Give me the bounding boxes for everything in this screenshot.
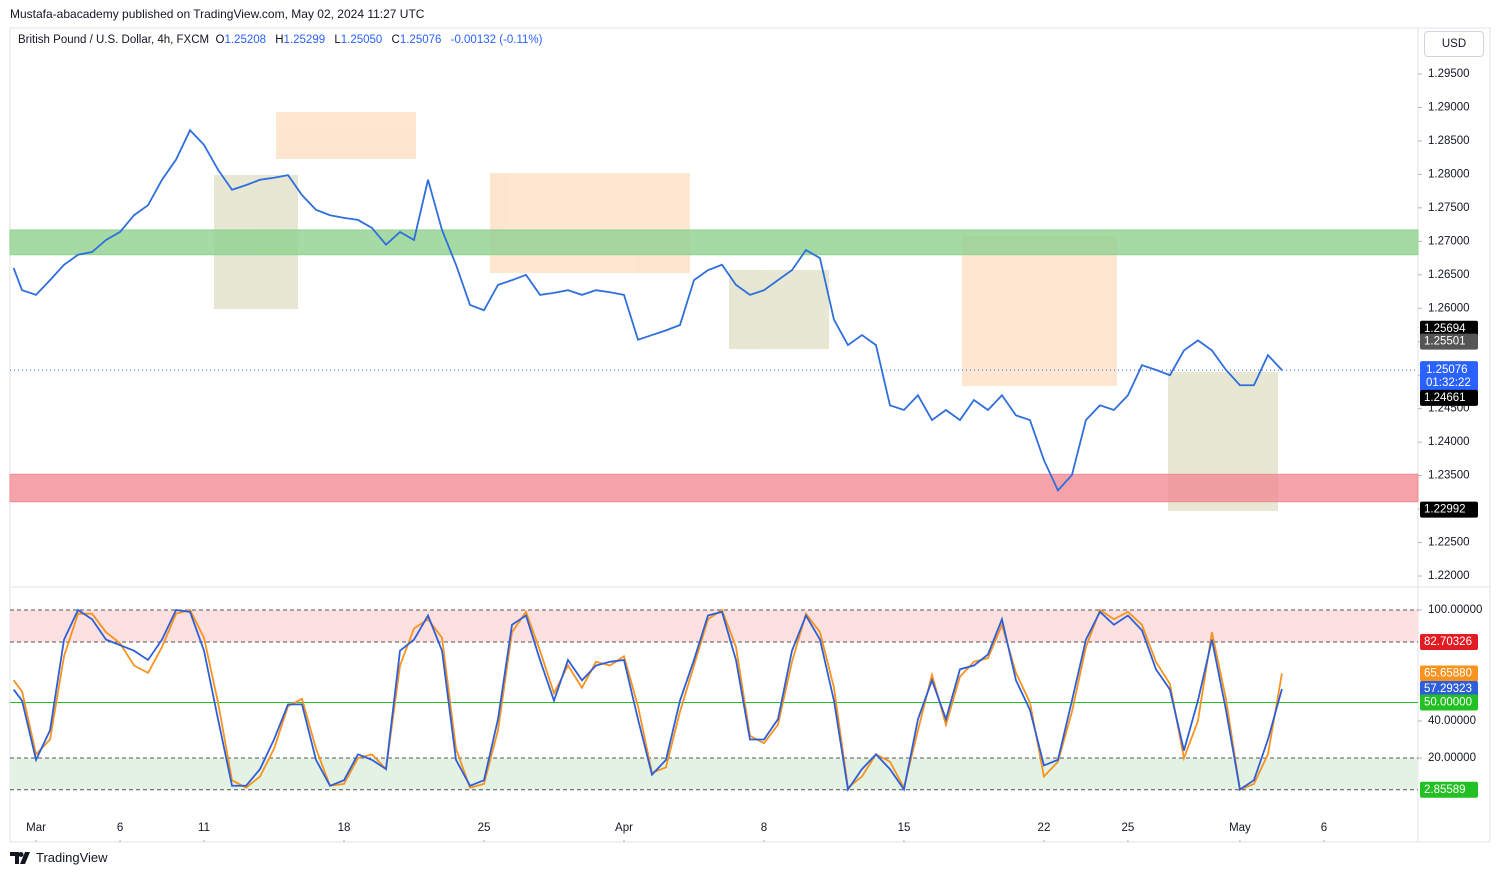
x-tick-label: 22 xyxy=(1038,822,1051,834)
current-price-box xyxy=(1420,361,1478,392)
level-label: 1.22992 xyxy=(1424,504,1466,516)
countdown: 01:32:22 xyxy=(1426,377,1471,389)
brand: TradingView xyxy=(36,850,108,865)
box xyxy=(962,236,1117,386)
level-box xyxy=(1420,333,1478,350)
zone xyxy=(9,229,1419,256)
y-tick-label: 1.28500 xyxy=(1428,135,1470,147)
change: -0.00132 (-0.11%) xyxy=(450,34,543,46)
frame xyxy=(9,27,1491,843)
x-tick-label: 25 xyxy=(1122,822,1135,834)
x-tick-label: 6 xyxy=(117,822,123,834)
level-box xyxy=(1420,781,1478,798)
x-tick-label: 8 xyxy=(761,822,767,834)
logo xyxy=(10,851,30,864)
last-value-box xyxy=(1420,681,1478,698)
last-value-label: 57.29323 xyxy=(1424,683,1472,695)
y-tick-label: 1.26000 xyxy=(1428,302,1470,314)
ohlc-key: O xyxy=(215,34,225,46)
x-tick-label: 6 xyxy=(1321,822,1327,834)
ohlc-value: 1.25208 xyxy=(224,34,267,46)
symbol: British Pound / U.S. Dollar, 4h, FXCM xyxy=(18,34,210,46)
level-box xyxy=(1420,389,1478,406)
y-tick-label: 20.00000 xyxy=(1428,752,1476,764)
ohlc-value: 1.25076 xyxy=(399,34,442,46)
level-label: 1.25694 xyxy=(1424,323,1466,335)
ohlc-value: 1.25299 xyxy=(283,34,326,46)
y-tick-label: 1.22500 xyxy=(1428,537,1470,549)
x-tick-label: Mar xyxy=(26,822,46,834)
x-tick-label: May xyxy=(1229,822,1251,834)
y-tick-label: 100.00000 xyxy=(1428,604,1482,616)
box xyxy=(729,270,829,349)
y-tick-label: 1.26500 xyxy=(1428,269,1470,281)
x-tick-label: 18 xyxy=(338,822,351,834)
level-box xyxy=(1420,633,1478,650)
series-line xyxy=(12,608,1283,792)
ohlc-key: L xyxy=(334,34,341,46)
zone xyxy=(9,473,1419,503)
level-label: 50.00000 xyxy=(1424,697,1472,709)
level-label: 1.25501 xyxy=(1424,336,1466,348)
x-tick-label: 15 xyxy=(898,822,911,834)
y-tick-label: 1.23500 xyxy=(1428,470,1470,482)
y-tick-label: 1.29500 xyxy=(1428,68,1470,80)
current-price-label: 1.25076 xyxy=(1426,364,1468,376)
y-tick-label: 1.28000 xyxy=(1428,168,1470,180)
y-tick-label: 1.29000 xyxy=(1428,101,1470,113)
y-tick-label: 1.24000 xyxy=(1428,436,1470,448)
y-tick-label: 1.27500 xyxy=(1428,202,1470,214)
y-tick-label: 40.00000 xyxy=(1428,715,1476,727)
currency-button[interactable]: USD xyxy=(1424,31,1484,57)
x-tick-label: 11 xyxy=(198,822,210,834)
box xyxy=(276,112,416,159)
last-value-box xyxy=(1420,665,1478,682)
ohlc-key: C xyxy=(391,34,400,46)
series-line xyxy=(12,608,1283,791)
x-tick-label: 25 xyxy=(478,822,491,834)
x-tick-label: Apr xyxy=(615,822,633,834)
level-label: 2.85589 xyxy=(1424,784,1466,796)
ohlc-value: 1.25050 xyxy=(340,34,383,46)
y-tick-label: 1.22000 xyxy=(1428,570,1470,582)
last-value-label: 65.65880 xyxy=(1424,668,1472,680)
level-box xyxy=(1420,320,1478,337)
level-box xyxy=(1420,501,1478,518)
level-label: 82.70326 xyxy=(1424,636,1472,648)
overlay-boxes xyxy=(214,112,1278,511)
publish-info: Mustafa-abacademy published on TradingVi… xyxy=(10,7,425,21)
level-box xyxy=(1420,694,1478,711)
box xyxy=(490,173,690,273)
level-label: 1.24661 xyxy=(1424,392,1466,404)
ohlc-key: H xyxy=(275,34,284,46)
symbol-bar: British Pound / U.S. Dollar, 4h, FXCM O1… xyxy=(18,34,548,46)
footer: TradingView xyxy=(10,850,108,865)
y-tick-label: 1.27000 xyxy=(1428,235,1470,247)
series-line xyxy=(12,128,1283,492)
band xyxy=(10,758,1418,790)
